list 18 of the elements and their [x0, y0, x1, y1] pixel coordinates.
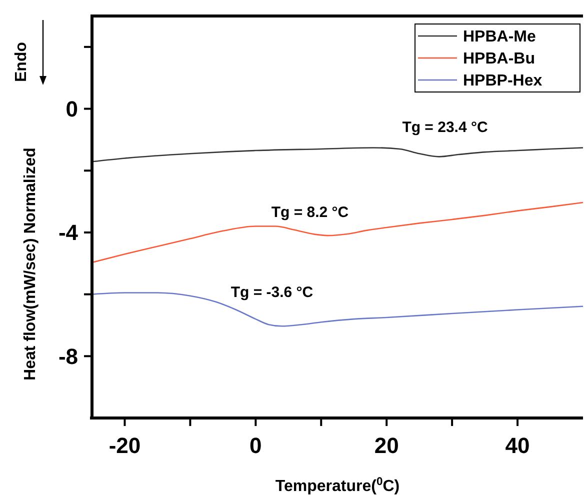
- annotation: Tg = -3.6 °C: [230, 284, 314, 301]
- y-tick-label: 0: [66, 96, 78, 122]
- y-tick-label: -8: [58, 344, 78, 369]
- legend-label: HPBA-Bu: [463, 50, 535, 68]
- annotation: Tg = 8.2 °C: [271, 204, 349, 221]
- line-series: [92, 202, 583, 264]
- x-tick-label: 20: [374, 433, 399, 458]
- x-tick-label: 0: [250, 433, 262, 458]
- legend-label: HPBP-Hex: [463, 72, 542, 90]
- x-axis-title: Temperature($^{0}$C): [275, 476, 400, 495]
- line-series: [92, 147, 583, 162]
- y-axis-title: Heat flow(mW/sec) Normalized: [22, 148, 39, 380]
- annotation: Tg = 23.4 °C: [402, 119, 488, 136]
- x-tick-label: -20: [108, 433, 141, 458]
- x-tick-label: 40: [505, 433, 530, 458]
- y-tick-label: -4: [58, 220, 79, 246]
- text: Endo: [13, 42, 30, 82]
- legend-label: HPBA-Me: [463, 28, 536, 46]
